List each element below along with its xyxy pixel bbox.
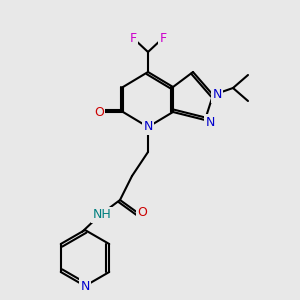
Text: N: N xyxy=(143,121,153,134)
Text: F: F xyxy=(129,32,137,44)
Text: NH: NH xyxy=(93,208,111,221)
Text: O: O xyxy=(137,206,147,220)
Text: N: N xyxy=(80,280,90,292)
Text: O: O xyxy=(94,106,104,118)
Text: N: N xyxy=(205,116,215,128)
Text: N: N xyxy=(212,88,222,101)
Text: F: F xyxy=(159,32,167,44)
